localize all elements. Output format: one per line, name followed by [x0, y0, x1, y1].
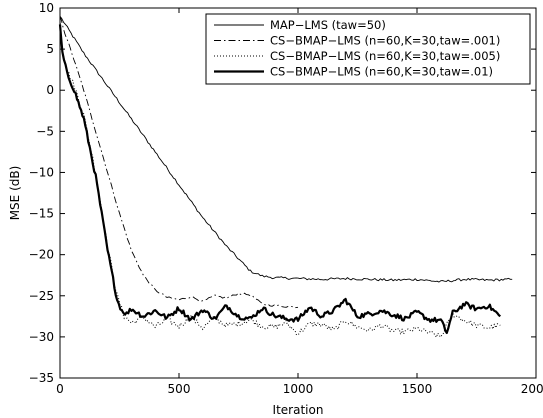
y-tick-label: −25 — [29, 289, 54, 303]
x-tick-label: 1500 — [402, 382, 433, 396]
x-tick-label: 0 — [56, 382, 64, 396]
y-axis-label: MSE (dB) — [8, 166, 22, 221]
y-tick-label: 10 — [39, 1, 54, 15]
series-4 — [58, 24, 502, 335]
y-tick-label: −35 — [29, 371, 54, 385]
axes: 0 500 1000 1500 2000 10 5 0 −5 −10 −15 −20 −25 −30 −35 — [29, 1, 543, 396]
series-line-1 — [59, 15, 513, 283]
y-tick-label: −5 — [36, 124, 54, 138]
legend-label-1: MAP−LMS (taw=50) — [270, 18, 386, 32]
y-tick-label: 0 — [46, 83, 54, 97]
legend-label-4: CS−BMAP−LMS (n=60,K=30,taw=.01) — [270, 65, 493, 79]
x-tick-label: 1000 — [283, 382, 314, 396]
legend-label-3: CS−BMAP−LMS (n=60,K=30,taw=.005) — [270, 49, 500, 63]
y-tick-label: −10 — [29, 165, 54, 179]
series-line-3 — [59, 20, 501, 338]
legend-label-2: CS−BMAP−LMS (n=60,K=30,taw=.001) — [270, 34, 500, 48]
plot-area — [58, 15, 513, 338]
x-tick-label: 500 — [168, 382, 191, 396]
y-tick-label: −30 — [29, 330, 54, 344]
x-axis-label: Iteration — [273, 403, 324, 417]
x-tick-label: 2000 — [521, 382, 543, 396]
y-tick-label: −20 — [29, 248, 54, 262]
series-line-2 — [59, 16, 299, 309]
y-tick-label: −15 — [29, 207, 54, 221]
series-line-4 — [58, 24, 502, 335]
y-tick-label: 5 — [46, 42, 54, 56]
legend: MAP−LMS (taw=50) CS−BMAP−LMS (n=60,K=30,t… — [205, 13, 531, 85]
